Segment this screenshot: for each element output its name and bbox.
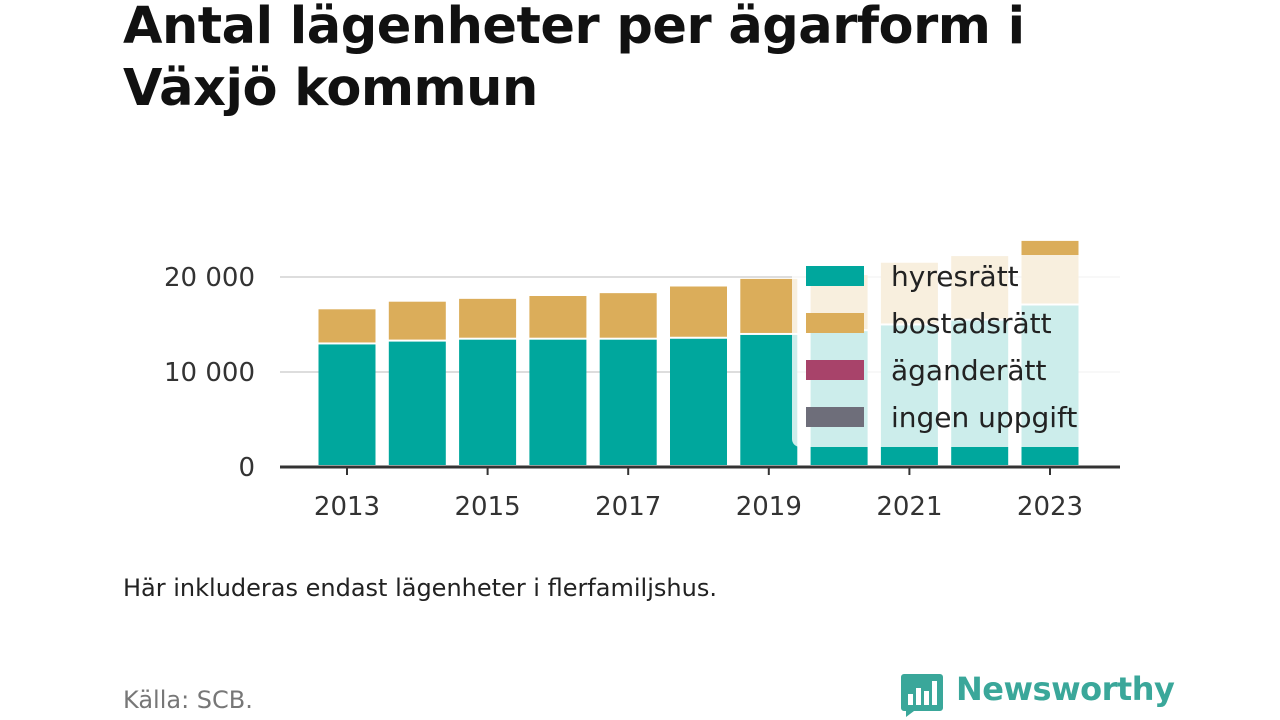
legend-swatch [806,313,864,333]
legend-swatch [806,266,864,286]
newsworthy-logo: Newsworthy [900,668,1175,718]
x-tick-label: 2013 [314,492,380,522]
legend-label: ingen uppgift [891,401,1077,434]
legend-label: bostadsrätt [891,307,1052,340]
legend-label: hyresrätt [891,260,1019,293]
newsworthy-bar-chart-icon [901,674,943,717]
bar-segment-bostadsrätt [740,278,798,333]
bar-segment-hyresrätt [459,339,517,465]
axes: 0 10 000 20 000 2013 2015 2017 2019 2021 2023 [164,263,1120,522]
bar-segment-hyresrätt [529,339,587,465]
x-tick-label: 2019 [736,492,802,522]
bar-segment-bostadsrätt [670,286,727,337]
y-tick-label: 10 000 [164,358,255,388]
y-tick-label: 0 [238,453,255,483]
bar-segment-hyresrätt [740,334,798,465]
source-text: Källa: SCB. [123,686,253,714]
bar-segment-bostadsrätt [459,298,517,338]
bar-segment-hyresrätt [318,344,376,465]
legend-swatch [806,407,864,427]
legend-background [792,255,1128,447]
bar-segment-hyresrätt [599,339,657,465]
bar-segment-hyresrätt [388,341,446,465]
x-tick-label: 2015 [455,492,521,522]
bar-segment-bostadsrätt [599,293,657,338]
bar-segment-bostadsrätt [318,309,376,343]
legend-swatch [806,360,864,380]
brand-name: Newsworthy [956,670,1175,708]
x-tick-label: 2017 [595,492,661,522]
x-tick-label: 2021 [876,492,942,522]
y-tick-label: 20 000 [164,263,255,293]
chart-title: Antal lägenheter per ägarform i Växjö ko… [123,0,1025,118]
chart-note: Här inkluderas endast lägenheter i flerf… [123,574,717,602]
stacked-bar-chart: 0 10 000 20 000 2013 2015 2017 2019 2021 2023 hy… [164,240,1128,522]
bar-segment-hyresrätt [670,338,727,465]
legend-label: äganderätt [891,354,1046,387]
x-tick-label: 2023 [1017,492,1083,522]
bar-segment-bostadsrätt [529,296,587,338]
bar-segment-bostadsrätt [388,301,446,340]
legend: hyresrätt bostadsrätt äganderätt ingen uppg… [792,255,1128,447]
